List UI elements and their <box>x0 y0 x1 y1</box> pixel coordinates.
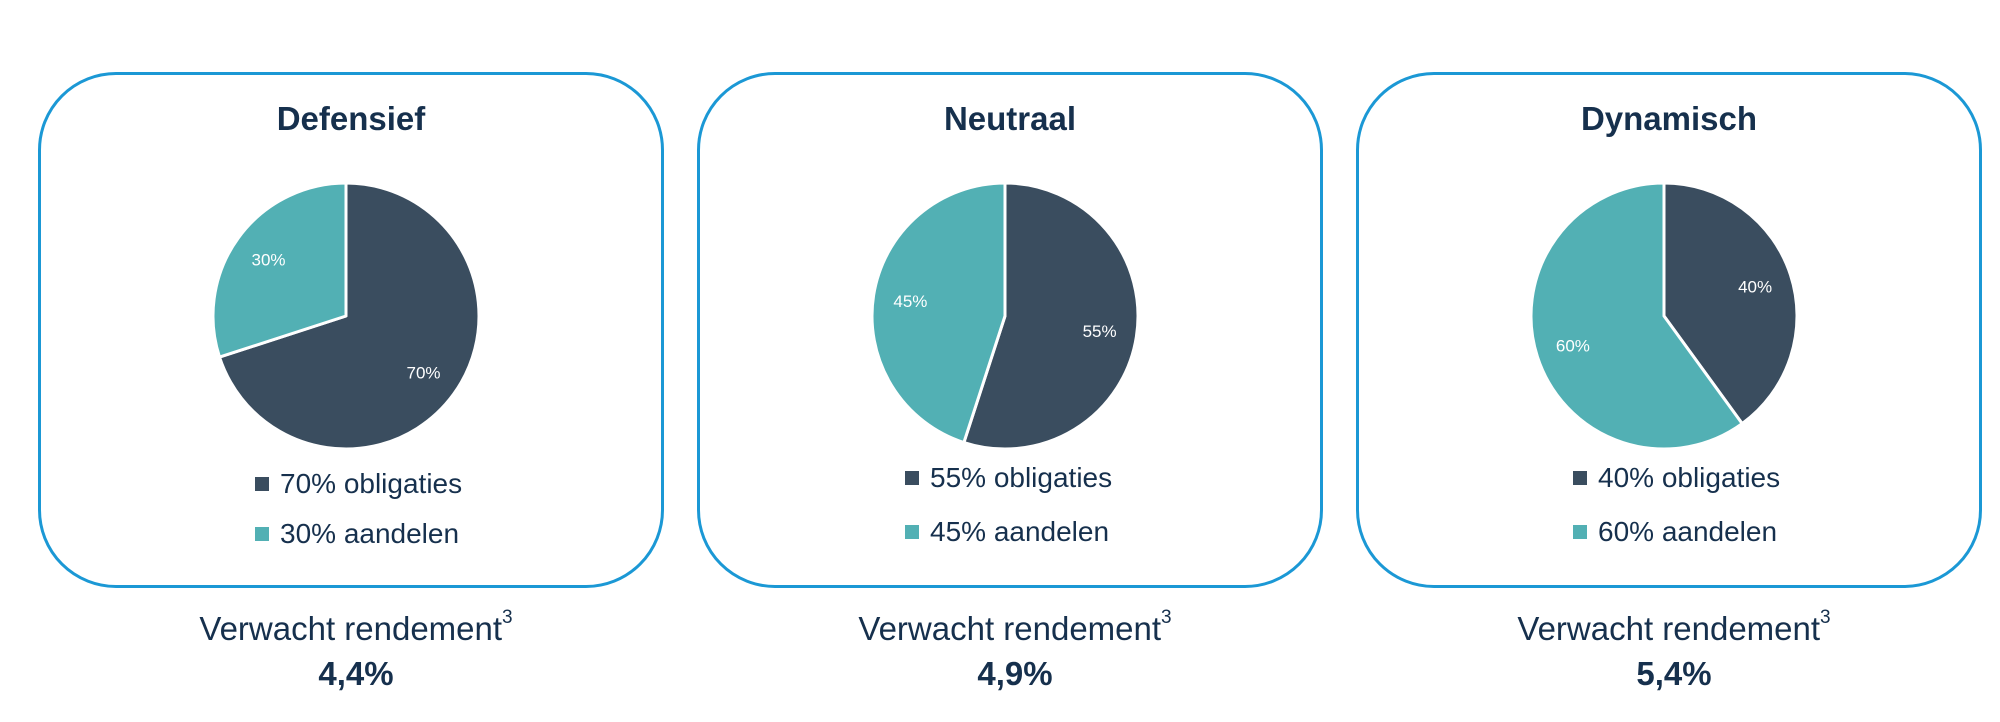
slice-label-obligaties: 55% <box>1083 322 1117 341</box>
slice-label-obligaties: 70% <box>406 363 440 382</box>
profile-panel-dynamisch: Dynamisch 40% 60% 40% obligaties 60% aand… <box>1348 0 1988 722</box>
pie-slice-aandelen <box>870 181 1007 444</box>
slice-label-aandelen: 45% <box>893 292 927 311</box>
legend-label: 30% aandelen <box>280 518 460 549</box>
legend-swatch-aandelen <box>905 525 919 539</box>
pie-slice-obligaties <box>1662 181 1799 426</box>
legend-item-aandelen: 45% aandelen <box>905 516 1109 548</box>
expected-return-label: Verwacht rendement3 <box>199 607 513 647</box>
legend-item-obligaties: 40% obligaties <box>1573 462 1780 494</box>
pie-chart-dynamisch: 40% 60% <box>1529 181 1799 451</box>
expected-return-label: Verwacht rendement3 <box>858 607 1172 647</box>
pie-slice-obligaties <box>218 181 481 451</box>
pie-slice-aandelen <box>1529 181 1744 451</box>
legend-label: 55% obligaties <box>930 462 1113 493</box>
legend-item-aandelen: 30% aandelen <box>255 518 459 550</box>
pie-slice-aandelen <box>211 181 348 359</box>
expected-return-value: 4,9% <box>977 655 1053 692</box>
profile-card: Defensief <box>38 72 664 588</box>
legend-item-obligaties: 70% obligaties <box>255 468 462 500</box>
legend-item-obligaties: 55% obligaties <box>905 462 1112 494</box>
expected-return-label: Verwacht rendement3 <box>1517 607 1831 647</box>
legend-swatch-aandelen <box>255 527 269 541</box>
profile-title: Dynamisch <box>1580 100 1758 137</box>
legend-swatch-aandelen <box>1573 525 1587 539</box>
slice-label-obligaties: 40% <box>1738 277 1772 296</box>
legend-swatch-obligaties <box>255 477 269 491</box>
profile-panel-defensief: Defensief 70% 30% 70% obligaties 30% aand… <box>30 0 670 722</box>
slice-label-aandelen: 60% <box>1556 337 1590 356</box>
footnote-marker: 3 <box>1820 607 1831 628</box>
legend-label: 40% obligaties <box>1598 462 1781 493</box>
profile-title: Neutraal <box>943 100 1077 137</box>
profile-title: Defensief <box>276 100 426 137</box>
legend-label: 70% obligaties <box>280 468 463 499</box>
legend-swatch-obligaties <box>1573 471 1587 485</box>
expected-return-value: 5,4% <box>1636 655 1712 692</box>
legend-item-aandelen: 60% aandelen <box>1573 516 1777 548</box>
profile-panel-neutraal: Neutraal 55% 45% 55% obligaties 45% aande… <box>689 0 1329 722</box>
profile-card: Neutraal <box>697 72 1323 588</box>
expected-return-value: 4,4% <box>318 655 394 692</box>
slice-label-aandelen: 30% <box>251 251 285 270</box>
pie-slice-obligaties <box>962 181 1140 451</box>
legend-swatch-obligaties <box>905 471 919 485</box>
pie-chart-neutraal: 55% 45% <box>870 181 1140 451</box>
legend-label: 60% aandelen <box>1598 516 1778 547</box>
footnote-marker: 3 <box>502 607 513 628</box>
pie-chart-defensief: 70% 30% <box>211 181 481 451</box>
footnote-marker: 3 <box>1161 607 1172 628</box>
legend-label: 45% aandelen <box>930 516 1110 547</box>
profile-card: Dynamisch <box>1356 72 1982 588</box>
